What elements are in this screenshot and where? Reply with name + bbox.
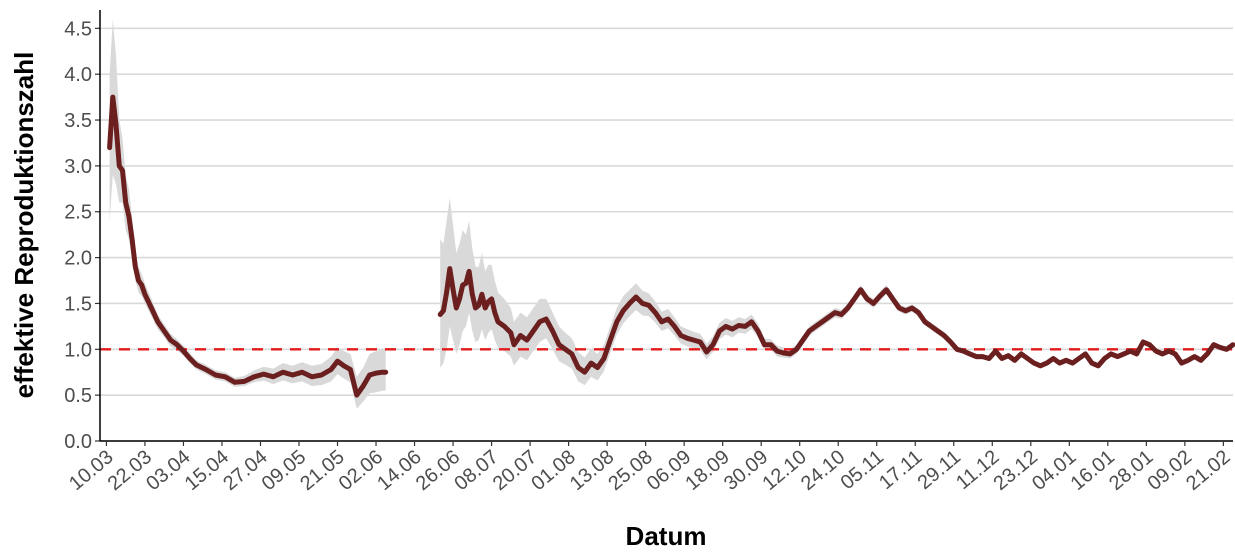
x-tick-label: 14.06 bbox=[373, 446, 425, 495]
x-tick-label: 23.12 bbox=[990, 446, 1042, 495]
r-value-line bbox=[107, 94, 389, 398]
x-tick-label: 16.01 bbox=[1067, 446, 1119, 495]
x-tick-label: 21.02 bbox=[1182, 446, 1234, 495]
x-tick-label: 09.05 bbox=[258, 446, 310, 495]
x-tick-label: 09.02 bbox=[1144, 446, 1196, 495]
x-tick-label: 21.05 bbox=[296, 446, 348, 495]
y-tick-label: 1.5 bbox=[64, 293, 92, 315]
axes bbox=[95, 10, 1233, 446]
y-tick-labels: 0.0 0.5 1.0 1.5 2.0 2.5 3.0 3.5 4.0 4.5 bbox=[64, 18, 92, 453]
y-tick-label: 2.5 bbox=[64, 202, 92, 224]
x-tick-label: 06.09 bbox=[643, 446, 695, 495]
x-tick-label: 27.04 bbox=[219, 446, 271, 495]
y-tick-label: 3.5 bbox=[64, 110, 92, 132]
x-tick-label: 28.01 bbox=[1105, 446, 1157, 495]
x-tick-label: 17.11 bbox=[875, 446, 926, 494]
x-tick-labels: 10.0322.0303.0415.0427.0409.0521.0502.06… bbox=[65, 446, 1234, 495]
y-axis-title: effektive Reproduktionszahl bbox=[9, 52, 39, 399]
y-tick-label: 2.0 bbox=[64, 248, 92, 270]
x-tick-label: 24.10 bbox=[797, 446, 849, 495]
x-tick-label: 10.03 bbox=[65, 446, 117, 495]
x-tick-label: 13.08 bbox=[566, 446, 618, 495]
x-tick-label: 18.09 bbox=[681, 446, 733, 495]
x-tick-label: 04.01 bbox=[1028, 446, 1080, 495]
gridlines bbox=[100, 27, 1233, 442]
series-lines bbox=[107, 94, 1235, 398]
x-tick-label: 12.10 bbox=[758, 446, 810, 495]
y-tick-label: 0.5 bbox=[64, 385, 92, 407]
x-tick-label: 01.08 bbox=[527, 446, 579, 495]
x-tick-label: 29.11 bbox=[914, 446, 965, 494]
confidence-band bbox=[109, 19, 386, 409]
y-tick-label: 4.5 bbox=[64, 18, 92, 40]
y-tick-label: 1.0 bbox=[64, 339, 92, 361]
x-tick-label: 30.09 bbox=[720, 446, 772, 495]
x-tick-label: 25.08 bbox=[604, 446, 656, 495]
r-value-line bbox=[437, 266, 1235, 375]
x-tick-label: 26.06 bbox=[412, 446, 464, 495]
x-tick-label: 22.03 bbox=[104, 446, 156, 495]
x-tick-label: 08.07 bbox=[450, 446, 502, 495]
x-tick-label: 15.04 bbox=[181, 446, 233, 495]
x-tick-label: 02.06 bbox=[335, 446, 387, 495]
x-axis-title: Datum bbox=[626, 521, 707, 551]
y-tick-label: 0.0 bbox=[64, 431, 92, 453]
y-tick-label: 3.0 bbox=[64, 156, 92, 178]
x-tick-label: 05.11 bbox=[837, 446, 888, 494]
x-tick-label: 20.07 bbox=[489, 446, 541, 495]
x-tick-label: 03.04 bbox=[142, 446, 194, 495]
y-tick-label: 4.0 bbox=[64, 64, 92, 86]
